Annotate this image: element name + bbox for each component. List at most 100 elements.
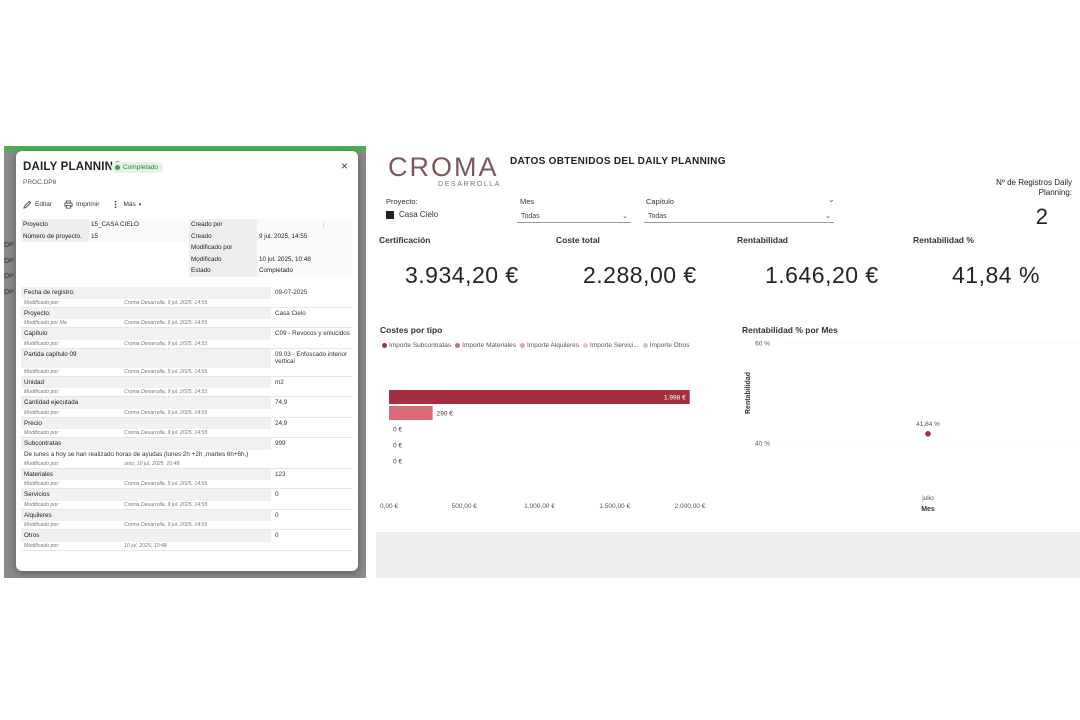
edit-button[interactable]: Editar (23, 200, 52, 209)
field-label: Capítulo (21, 328, 271, 340)
field-value: 74,9 (275, 399, 288, 406)
modified-by-label: Modificado por: (24, 460, 60, 467)
meta-label: Número de proyecto. (21, 230, 89, 242)
field-modified-by: Modificado por: 10 jul. 2025, 10:48 (21, 542, 353, 551)
x-tick-label: julio (921, 495, 934, 502)
field-row: Fecha de registro: 09-07-2025 (21, 287, 358, 299)
status-badge: Completado (111, 162, 164, 173)
legend-item[interactable]: Importe Otros (642, 342, 690, 349)
legend-item[interactable]: Importe Subcontratas (382, 342, 451, 349)
field-row: Proyecto: Casa Cielo (21, 307, 358, 319)
field-label: Fecha de registro: (21, 287, 271, 299)
registros-card-label: Nº de Registros Daily Planning: (996, 178, 1072, 197)
modified-by-when: 10 jul. 2025, 10:48 (124, 542, 167, 549)
modified-by-when: onio, 10 jul. 2025, 10:48 (124, 460, 180, 467)
meta-label: Proyecto (21, 219, 89, 231)
modal-toolbar: Editar Imprimir Más ▾ (23, 200, 141, 209)
meta-value: ⋮ (257, 219, 353, 231)
kpi-value-certificacion: 3.934,20 € (405, 262, 519, 288)
chevron-down-icon: ⌄ (825, 213, 831, 220)
modified-by-label: Modificado por: (24, 409, 60, 416)
modified-by-label: Modificado por: (24, 430, 60, 436)
top-accent-bar (4, 146, 366, 151)
legend-item[interactable]: Importe Materiales (455, 342, 516, 349)
capitulo-slicer-dropdown[interactable]: Todas ⌄ (644, 211, 834, 223)
data-point (925, 431, 931, 437)
bar (389, 390, 690, 404)
field-row: Otros 0 (21, 530, 358, 542)
field-label: Partida capítulo 09 (21, 348, 271, 368)
field-label: Subcontratas (21, 438, 271, 450)
proyecto-slicer-value: Casa Cielo (399, 210, 439, 219)
modified-by-when: Croma Desarrolla, 9 jul. 2025, 14:55 (124, 501, 208, 508)
field-label: Precio (21, 417, 271, 429)
legend-item[interactable]: Importe Servici... (583, 342, 639, 349)
meta-spacer (21, 242, 189, 254)
field-value: 0 (275, 491, 279, 498)
meta-row: Modificado 10 jul. 2025, 10:48 (21, 253, 353, 265)
modified-by-label: Modificado por: (24, 368, 60, 375)
left-app-backdrop: DP DP DP DP DAILY PLANNING Completado PR… (4, 146, 366, 578)
field-modified-by: Modificado por: Croma Desarrolla, 9 jul. … (21, 501, 353, 510)
field-label: Otros (21, 530, 271, 542)
legend-dot-icon (642, 343, 648, 348)
field-modified-by: Modificado por: Croma Desarrolla, 9 jul. … (21, 521, 353, 530)
field-modified-by: Modificado por: Croma Desarrolla, 9 jul. … (21, 368, 353, 377)
modified-by-when: Croma Desarrolla, 9 jul. 2025, 14:55 (124, 409, 208, 416)
background-row-stub: DP (4, 242, 14, 249)
field-label: Materiales (21, 468, 271, 480)
modified-by-label: Modificado por: (24, 501, 60, 508)
field-value: 999 (275, 440, 286, 447)
kpi-label-certificacion: Certificación (379, 235, 431, 245)
daily-planning-modal: DAILY PLANNING Completado PROC.DP8 × Edi… (16, 151, 358, 571)
field-modified-by: Modificado por: Croma Desarrolla, 9 jul. … (21, 480, 353, 489)
modified-by-label: Modificado por Ma (24, 320, 67, 326)
meta-value: Completado (257, 265, 353, 277)
more-menu-button[interactable]: Más ▾ (111, 200, 141, 209)
field-modified-by: Modificado por: Croma Desarrolla, 9 jul. … (21, 299, 353, 308)
status-dot-icon (115, 165, 120, 170)
field-modified-by: Modificado por Ma Croma Desarrolla, 9 jul… (21, 319, 353, 328)
meta-row: Número de proyecto. 15 Creado 9 jul. 202… (21, 230, 353, 242)
costes-chart-legend: Importe Subcontratas Importe Materiales Im… (382, 342, 690, 349)
proyecto-slicer-item[interactable]: Casa Cielo (386, 210, 438, 219)
meta-label: Modificado por (189, 242, 257, 254)
edit-button-label: Editar (35, 201, 52, 208)
field-modified-by: Modificado por: Croma Desarrolla, 9 jul. … (21, 340, 353, 349)
close-button[interactable]: × (340, 159, 348, 173)
meta-value (257, 242, 353, 254)
y-axis-title: Rentabilidad (745, 372, 752, 414)
print-button[interactable]: Imprimir (64, 200, 99, 209)
field-label: Proyecto: (21, 307, 271, 319)
printer-icon (64, 200, 73, 209)
bar (389, 406, 433, 420)
field-row: Precio 24,9 (21, 417, 358, 429)
report-canvas-footer (376, 532, 1080, 578)
bar-data-label: 0 € (393, 443, 402, 450)
chevron-down-icon: ⌄ (622, 213, 628, 220)
meta-label: Estado (189, 265, 257, 277)
field-value: 123 (275, 470, 286, 478)
legend-label: Importe Otros (649, 342, 690, 349)
mes-slicer-dropdown[interactable]: Todas ⌄ (517, 211, 631, 223)
mes-slicer-value: Todas (521, 213, 540, 220)
chevron-down-icon[interactable]: ⌄ (828, 195, 835, 204)
x-tick-label: 1.000,00 € (524, 503, 555, 510)
mes-slicer-label: Mes (520, 197, 535, 206)
legend-item[interactable]: Importe Alquileres (519, 342, 579, 349)
legend-dot-icon (382, 343, 387, 348)
field-modified-by: Modificado por: Croma Desarrolla, 9 jul. … (21, 388, 353, 397)
meta-row: Modificado por (21, 242, 353, 254)
logo-subtitle: DESARROLLA (438, 181, 502, 188)
background-row-stub: DP (4, 273, 14, 280)
costes-bar-chart: 1.998 € 290 € 0 € 0 € 0 € 0,00 € 500,00 € 1.000… (380, 390, 706, 510)
capitulo-slicer-value: Todas (648, 213, 667, 220)
x-axis-title: Mes (921, 506, 935, 513)
modified-by-label: Modificado por: (24, 389, 60, 395)
field-modified-by: Modificado por: onio, 10 jul. 2025, 10:48 (21, 460, 353, 469)
registros-card-value: 2 (1035, 204, 1048, 229)
modified-by-label: Modificado por: (24, 542, 60, 549)
x-tick-label: 1.500,00 € (599, 503, 630, 510)
x-tick-label: 2.000,00 € (675, 503, 706, 510)
